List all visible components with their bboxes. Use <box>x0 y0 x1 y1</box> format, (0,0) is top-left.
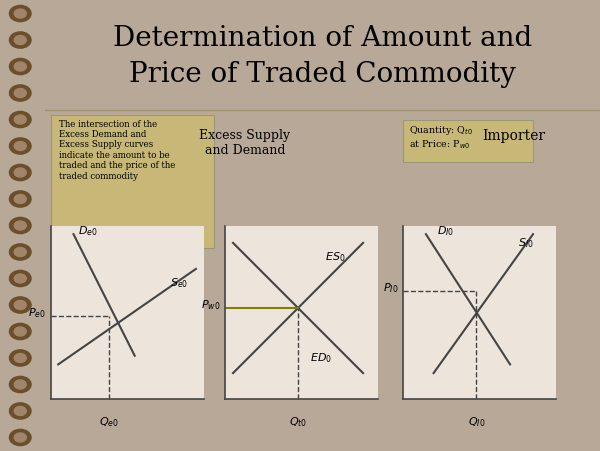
Text: $Q_{I0}$: $Q_{I0}$ <box>468 415 485 429</box>
Text: $D_{e0}$: $D_{e0}$ <box>78 224 98 238</box>
Text: $P_{e0}$: $P_{e0}$ <box>28 306 46 320</box>
FancyBboxPatch shape <box>403 120 533 162</box>
Text: $ES_0$: $ES_0$ <box>325 250 345 264</box>
Text: $Q_{e0}$: $Q_{e0}$ <box>99 415 119 429</box>
Text: Price of Traded Commodity: Price of Traded Commodity <box>129 61 516 88</box>
Text: Excess Supply
and Demand: Excess Supply and Demand <box>199 129 290 156</box>
Text: $ED_0$: $ED_0$ <box>310 351 331 365</box>
Text: The intersection of the
Excess Demand and
Excess Supply curves
indicate the amou: The intersection of the Excess Demand an… <box>59 120 175 180</box>
Text: $Q_{t0}$: $Q_{t0}$ <box>289 415 307 429</box>
Text: $P_{w0}$: $P_{w0}$ <box>202 298 221 312</box>
FancyBboxPatch shape <box>50 115 214 248</box>
Text: Importer: Importer <box>482 129 545 143</box>
Text: $P_{I0}$: $P_{I0}$ <box>383 281 398 295</box>
Text: $S_{I0}$: $S_{I0}$ <box>518 236 533 250</box>
Text: $D_{I0}$: $D_{I0}$ <box>437 224 454 238</box>
Text: $S_{e0}$: $S_{e0}$ <box>170 276 188 290</box>
Text: Quantity: Q$_{t0}$
at Price: P$_{w0}$: Quantity: Q$_{t0}$ at Price: P$_{w0}$ <box>409 124 473 152</box>
Text: Determination of Amount and: Determination of Amount and <box>113 25 532 52</box>
